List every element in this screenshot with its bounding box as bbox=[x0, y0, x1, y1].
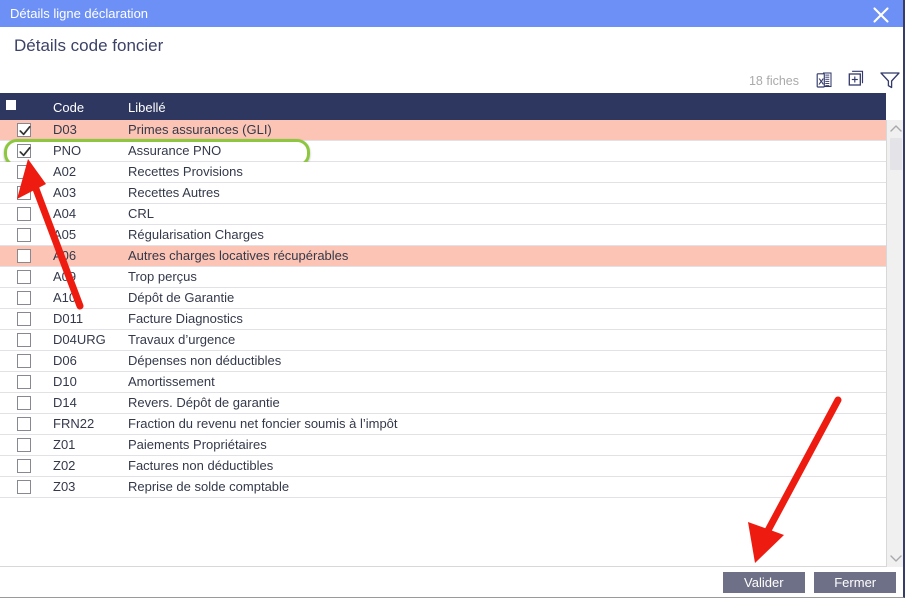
svg-text:X: X bbox=[818, 76, 824, 86]
